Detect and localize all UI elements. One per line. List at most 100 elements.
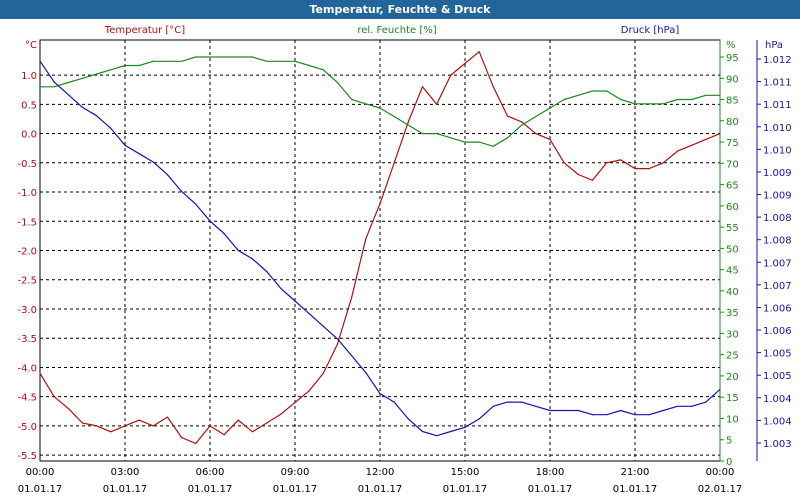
humidity-data-point	[549, 107, 551, 109]
temperature-data-point	[676, 150, 679, 152]
humidity-data-point	[393, 115, 395, 118]
time-axis: 00:00 01.01.17 03:00 01.01.17 06:00 01.01.17 0…	[18, 467, 743, 495]
pressure-tick-label: 1.010	[763, 145, 792, 156]
humidity-tick-label: 20	[726, 372, 739, 383]
humidity-data-point	[676, 98, 679, 101]
temperature-data-point	[648, 168, 650, 170]
humidity-tick-label: 95	[726, 53, 739, 64]
temperature-data-point	[436, 103, 438, 105]
humidity-data-point	[152, 60, 154, 62]
temperature-tick-label: -1.5	[17, 217, 37, 228]
temperature-data-point	[719, 133, 721, 135]
pressure-tick-label: 1.008	[763, 213, 792, 224]
pressure-tick-label: 1.011	[763, 100, 792, 111]
date-tick-label: 01.01.17	[188, 484, 233, 495]
temperature-data-point	[251, 431, 254, 433]
pressure-data-point	[251, 258, 254, 260]
pressure-tick-label: 1.007	[763, 281, 792, 292]
pressure-tick-label: 1.006	[763, 303, 792, 314]
pressure-tick-label: 1.009	[763, 168, 792, 179]
pressure-data-point	[492, 405, 494, 407]
humidity-tick-label: 60	[726, 202, 739, 213]
temperature-tick-label: -0.5	[17, 159, 37, 170]
pressure-data-point	[393, 401, 395, 403]
pressure-data-point	[110, 127, 112, 129]
humidity-data-point	[308, 64, 310, 67]
humidity-data-point	[266, 60, 268, 62]
pressure-data-point	[294, 300, 296, 302]
pressure-data-point	[237, 249, 239, 252]
pressure-data-point	[336, 338, 339, 340]
humidity-data-point	[166, 60, 169, 62]
pressure-tick-label: 1.008	[763, 236, 792, 247]
time-tick-label: 03:00	[111, 467, 140, 478]
pressure-data-point	[591, 414, 594, 416]
temperature-data-point	[563, 162, 565, 164]
pressure-data-point	[478, 418, 480, 420]
humidity-data-point	[535, 115, 537, 118]
humidity-tick-label: 10	[726, 414, 739, 425]
pressure-data-point	[209, 220, 211, 222]
temperature-data-point	[308, 390, 310, 392]
legend-pressure: Druck [hPa]	[621, 25, 680, 36]
temperature-tick-label: -2.5	[17, 276, 37, 287]
temperature-data-point	[606, 162, 608, 164]
humidity-data-point	[223, 56, 225, 58]
humidity-data-point	[492, 145, 494, 147]
pressure-tick-label: 1.007	[763, 258, 792, 269]
pressure-data-point	[563, 409, 565, 412]
humidity-data-point	[691, 98, 693, 101]
temperature-tick-label: 0.0	[21, 130, 37, 141]
temperature-data-point	[237, 419, 239, 421]
humidity-data-point	[96, 73, 98, 75]
humidity-data-point	[294, 60, 296, 62]
humidity-data-point	[436, 133, 438, 135]
pressure-tick-label: 1.006	[763, 326, 792, 337]
temperature-data-point	[53, 396, 55, 398]
date-tick-label: 01.01.17	[528, 484, 573, 495]
pressure-data-point	[53, 81, 55, 83]
humidity-tick-label: 80	[726, 117, 739, 128]
time-tick-label: 21:00	[621, 467, 650, 478]
temperature-data-point	[280, 413, 282, 415]
humidity-tick-label: 65	[726, 181, 739, 192]
time-tick-label: 06:00	[196, 467, 225, 478]
humidity-data-point	[237, 56, 239, 58]
humidity-data-point	[124, 64, 126, 67]
legend-humidity: rel. Feuchte [%]	[357, 25, 436, 36]
temperature-tick-label: -1.0	[17, 188, 37, 199]
pressure-tick-label: 1.004	[763, 394, 792, 405]
time-tick-label: 09:00	[281, 467, 310, 478]
humidity-data-point	[506, 137, 509, 139]
humidity-tick-label: 70	[726, 159, 739, 170]
pressure-tick-label: 1.009	[763, 191, 792, 202]
pressure-data-point	[322, 325, 324, 327]
temperature-tick-label: -3.5	[17, 334, 37, 345]
pressure-data-point	[365, 372, 367, 374]
date-tick-label: 01.01.17	[273, 484, 318, 495]
humidity-data-point	[464, 141, 466, 143]
temperature-data-point	[662, 162, 664, 164]
temperature-data-point	[577, 173, 579, 176]
pressure-data-point	[223, 233, 225, 235]
temperature-data-point	[549, 138, 551, 140]
temperature-data-point	[407, 121, 409, 123]
temperature-data-point	[152, 425, 154, 427]
pressure-series-line	[39, 60, 721, 437]
humidity-data-point	[591, 90, 594, 92]
pressure-tick-label: 1.011	[763, 78, 792, 89]
humidity-tick-label: 40	[726, 287, 739, 298]
temperature-data-point	[379, 203, 381, 205]
humidity-data-point	[563, 98, 565, 101]
temperature-data-point	[634, 168, 636, 170]
humidity-data-point	[521, 124, 523, 126]
pressure-data-point	[648, 414, 650, 416]
pressure-data-point	[535, 405, 537, 407]
humidity-data-point	[365, 103, 367, 105]
humidity-data-point	[705, 94, 707, 96]
pressure-data-point	[138, 153, 140, 155]
temperature-data-point	[492, 86, 494, 88]
temperature-data-point	[209, 425, 211, 427]
temperature-data-point	[166, 416, 169, 418]
